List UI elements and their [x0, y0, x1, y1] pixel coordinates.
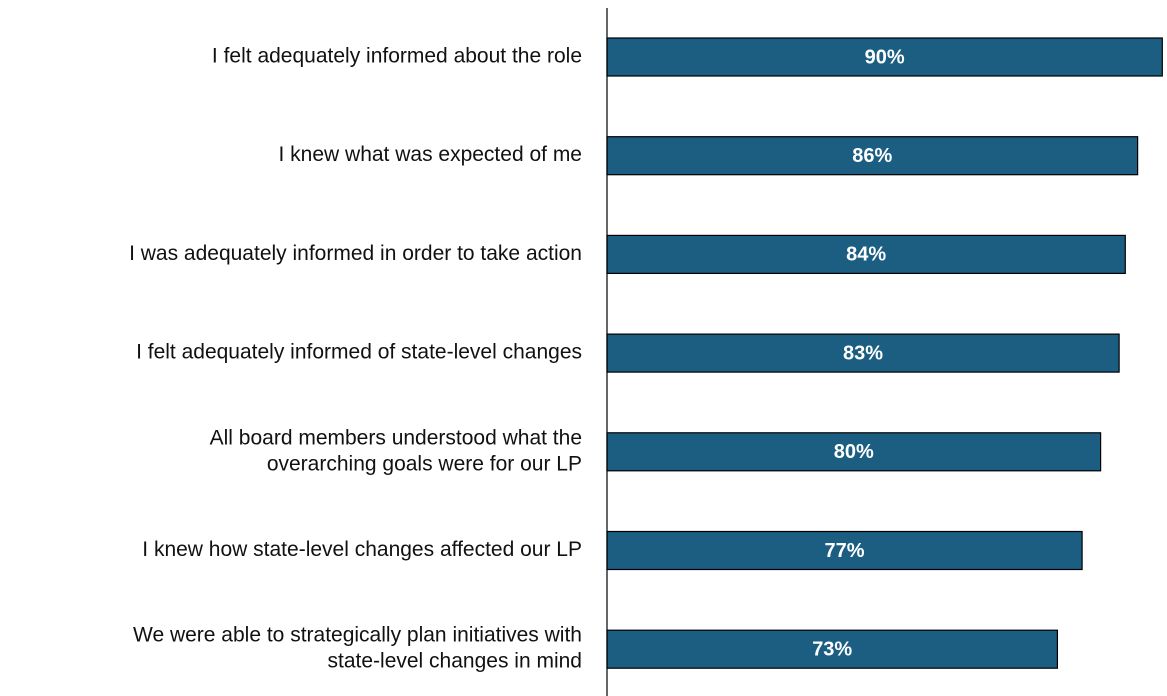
category-label: state-level changes in mind: [328, 650, 582, 673]
value-label: 86%: [852, 145, 892, 167]
category-label: We were able to strategically plan initi…: [133, 624, 582, 647]
bar: [606, 629, 1059, 669]
value-label: 83%: [843, 342, 883, 364]
bar: [606, 333, 1120, 373]
category-label: I felt adequately informed of state-leve…: [136, 341, 582, 364]
bar: [606, 37, 1163, 77]
category-label: I knew what was expected of me: [279, 143, 583, 166]
value-label: 84%: [846, 244, 886, 266]
category-label: All board members understood what the: [210, 426, 582, 449]
value-label: 80%: [834, 441, 874, 463]
category-label: overarching goals were for our LP: [267, 452, 582, 475]
bar: [606, 234, 1126, 274]
value-label: 77%: [825, 540, 865, 562]
category-label: I knew how state-level changes affected …: [142, 538, 582, 561]
bar: [606, 432, 1102, 472]
value-label: 73%: [812, 638, 852, 660]
bar: [606, 136, 1139, 176]
category-label: I felt adequately informed about the rol…: [212, 45, 582, 68]
value-label: 90%: [865, 46, 905, 68]
category-label: I was adequately informed in order to ta…: [129, 242, 582, 265]
